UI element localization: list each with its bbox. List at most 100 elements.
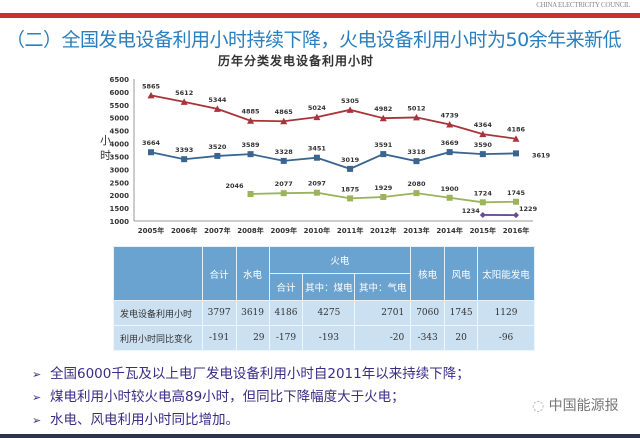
data-point: [479, 130, 487, 138]
data-point: [213, 105, 221, 112]
series-line: [150, 151, 517, 170]
cell: 2701: [354, 300, 412, 326]
y-tick-label: 2500: [110, 179, 130, 187]
data-point: [479, 211, 486, 218]
data-point: [280, 117, 288, 125]
data-point: [347, 195, 354, 202]
data-point: [214, 152, 221, 159]
header-wind: 风电: [444, 246, 479, 301]
org-name: CHINA ELECTRICITY COUNCIL: [536, 1, 630, 9]
cell: 20: [444, 325, 479, 351]
data-label: 3393: [175, 146, 193, 154]
data-label: 3619: [532, 151, 551, 159]
cell: 3619: [235, 300, 270, 326]
data-point: [147, 91, 155, 99]
data-point: [412, 113, 420, 121]
row-label: 利用小时同比变化: [113, 325, 203, 351]
data-label: 2077: [275, 180, 293, 188]
data-label: 3019: [341, 156, 360, 164]
cell: -193: [302, 325, 356, 351]
y-axis-label: 小: [100, 134, 111, 147]
data-point: [413, 158, 420, 165]
header-gas: 其中：气电: [354, 273, 412, 301]
data-point: [446, 120, 454, 128]
data-label: 4865: [275, 108, 294, 116]
data-point: [479, 151, 486, 158]
x-tick-label: 2013年: [403, 226, 429, 235]
data-point: [180, 98, 188, 105]
y-tick-label: 6000: [110, 89, 130, 97]
chart-title: 历年分类发电设备利用小时: [218, 54, 375, 68]
y-tick-label: 4500: [110, 128, 130, 136]
data-point: [346, 106, 354, 113]
data-label: 3669: [441, 139, 460, 147]
data-label: 3328: [275, 148, 294, 156]
data-label: 5305: [341, 97, 360, 105]
header-solar: 太阳能发电: [477, 246, 535, 301]
line-chart: 1000 1500 2000 2500 3000 3500 4000 4500 5000 5500…: [100, 76, 551, 257]
cell: 4186: [268, 300, 304, 326]
header-coal: 其中：煤电: [302, 273, 356, 301]
bullet-list: ➢ 全国6000千瓦及以上电厂发电设备利用小时自2011年以来持续下降； ➢ 煤电利…: [32, 363, 470, 432]
header-thermal: 火电: [268, 246, 412, 274]
x-tick-label: 2008年: [237, 226, 263, 235]
x-tick-label: 2015年: [470, 226, 496, 235]
cell: 7060: [410, 300, 446, 326]
x-tick-label: 2014年: [436, 226, 462, 235]
data-point: [181, 156, 188, 163]
data-label: 4364: [474, 121, 493, 129]
data-label: 1875: [341, 185, 360, 193]
cell: -96: [477, 325, 535, 351]
arrow-bullet-icon: ➢: [32, 368, 42, 381]
footer-bar: [0, 434, 640, 438]
x-tick-label: 2011年: [337, 226, 363, 235]
data-point: [313, 113, 321, 121]
data-point: [380, 194, 387, 201]
x-tick-label: 2012年: [370, 226, 396, 235]
data-point: [280, 190, 287, 197]
data-point: [148, 149, 154, 156]
y-tick-label: 3500: [110, 153, 130, 161]
y-tick-label: 1500: [110, 205, 130, 213]
x-tick-label: 2016年: [503, 226, 529, 235]
data-point: [379, 114, 387, 122]
data-label: 5024: [308, 104, 327, 112]
data-point: [247, 151, 254, 158]
y-tick-label: 4000: [110, 141, 130, 149]
cell: 1129: [477, 300, 535, 326]
cell: 4275: [302, 300, 356, 326]
header-nuclear: 核电: [410, 246, 446, 301]
arrow-bullet-icon: ➢: [32, 391, 42, 404]
data-point: [280, 157, 287, 164]
data-label: 2046: [225, 182, 244, 190]
y-tick-label: 5500: [110, 102, 130, 110]
data-label: 5612: [175, 89, 193, 97]
data-label: 1229: [519, 205, 538, 213]
data-label: 1929: [374, 184, 393, 192]
data-point: [479, 199, 486, 206]
header-blank: [113, 246, 203, 301]
data-label: 5865: [142, 82, 161, 90]
header-bar: [0, 13, 640, 18]
data-label: 4186: [507, 126, 526, 134]
data-table: 合计 水电 火电 核电 风电 太阳能发电 合计 其中：煤电 其中：气电 发电设备…: [113, 246, 535, 351]
data-point: [347, 165, 354, 172]
data-label: 2097: [308, 180, 326, 188]
header-thermal-total: 合计: [268, 273, 304, 301]
data-point: [413, 190, 420, 197]
data-label: 4885: [241, 108, 260, 116]
row-label: 发电设备利用小时: [113, 300, 203, 326]
data-point: [313, 189, 320, 196]
x-tick-label: 2005年: [138, 226, 164, 235]
y-tick-label: 1000: [110, 218, 130, 226]
y-axis-label: 时: [100, 149, 111, 162]
data-label: 3591: [374, 141, 393, 149]
data-label: 4739: [441, 111, 460, 119]
table-row: 发电设备利用小时 3797 3619 4186 4275 2701 7060 1…: [113, 300, 535, 326]
cell: -20: [354, 325, 412, 351]
data-point: [313, 154, 320, 161]
data-label: 3318: [407, 148, 426, 156]
arrow-bullet-icon: ➢: [32, 414, 42, 427]
data-point: [247, 117, 255, 124]
watermark: ◌ 中国能源报: [532, 398, 619, 414]
